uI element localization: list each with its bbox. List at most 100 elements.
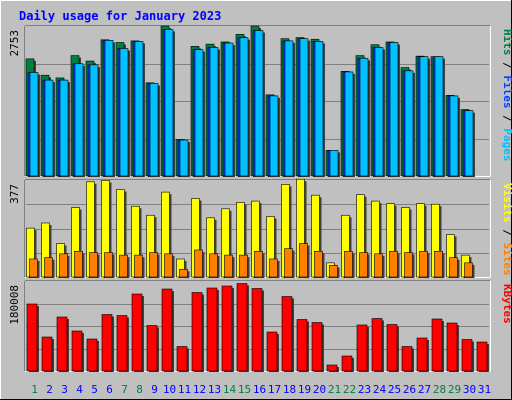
bar-sites-day-10 <box>164 253 173 278</box>
bar-sites-day-27 <box>419 250 428 278</box>
bar-sites-day-14 <box>224 254 233 278</box>
bar-kbytes-day-22 <box>341 355 353 372</box>
visitors-legend-separator: / <box>501 223 512 243</box>
legend-visits: Visits <box>501 183 512 223</box>
bar-sites-day-6 <box>104 252 113 278</box>
bar-kbytes-day-31 <box>476 341 488 372</box>
bar-sites-day-8 <box>134 254 143 278</box>
bar-sites-day-12 <box>194 249 203 278</box>
bar-pages-day-4 <box>74 63 84 177</box>
bar-kbytes-day-6 <box>101 314 113 372</box>
bar-sites-day-9 <box>149 252 158 278</box>
bar-sites-day-1 <box>29 258 38 278</box>
bar-pages-day-18 <box>284 40 294 177</box>
bar-kbytes-day-29 <box>446 322 458 372</box>
bar-kbytes-day-27 <box>416 337 428 372</box>
bar-kbytes-day-5 <box>86 338 98 372</box>
legend-kbytes: KBytes <box>501 284 512 324</box>
bar-sites-day-21 <box>329 265 338 278</box>
visitors-legend: Visits / Sites <box>501 183 512 276</box>
bar-pages-day-17 <box>269 95 279 177</box>
bar-sites-day-30 <box>464 262 473 278</box>
legend-sites: Sites <box>501 243 512 276</box>
bar-pages-day-16 <box>254 30 264 177</box>
bar-sites-day-5 <box>89 252 98 278</box>
volume-scale-label: 180008 <box>8 285 21 325</box>
bar-sites-day-23 <box>359 252 368 278</box>
bar-pages-day-2 <box>44 79 54 177</box>
chart-panels: 2753 Hits / Files / Pages 377 Visits / Site… <box>8 25 512 372</box>
day-label-29: 29 <box>448 383 461 396</box>
bar-kbytes-day-15 <box>236 283 248 372</box>
day-label-20: 20 <box>313 383 326 396</box>
bar-sites-day-17 <box>269 258 278 278</box>
bar-pages-day-20 <box>314 41 324 177</box>
bar-pages-day-29 <box>449 95 459 177</box>
bar-kbytes-day-28 <box>431 318 443 372</box>
bar-sites-day-2 <box>44 257 53 278</box>
day-label-1: 1 <box>31 383 38 396</box>
bar-pages-day-27 <box>419 56 429 177</box>
bar-pages-day-7 <box>119 48 129 177</box>
day-label-31: 31 <box>478 383 491 396</box>
bar-sites-day-4 <box>74 250 83 278</box>
day-label-12: 12 <box>193 383 206 396</box>
bar-pages-day-1 <box>29 72 39 177</box>
legend-files: Files <box>501 75 512 108</box>
bar-sites-day-13 <box>209 253 218 278</box>
day-label-6: 6 <box>106 383 113 396</box>
requests-legend: Hits / Files / Pages <box>501 29 512 162</box>
bar-kbytes-day-14 <box>221 285 233 372</box>
bar-pages-day-8 <box>134 41 144 177</box>
bar-kbytes-day-24 <box>371 318 383 372</box>
day-label-14: 14 <box>223 383 237 396</box>
requests-legend-separator: / <box>501 109 512 129</box>
bar-sites-day-24 <box>374 253 383 278</box>
bar-sites-day-20 <box>314 250 323 278</box>
bar-kbytes-day-30 <box>461 339 473 372</box>
bar-pages-day-3 <box>59 79 69 177</box>
bar-sites-day-22 <box>344 250 353 278</box>
day-label-13: 13 <box>208 383 221 396</box>
bar-pages-day-14 <box>224 42 234 177</box>
day-label-18: 18 <box>283 383 296 396</box>
bar-sites-day-19 <box>299 243 308 278</box>
day-label-30: 30 <box>463 383 476 396</box>
legend-hits: Hits <box>501 29 512 56</box>
bar-kbytes-day-23 <box>356 324 368 372</box>
bar-kbytes-day-9 <box>146 325 158 372</box>
volume-panel: 180008 KBytes <box>8 280 512 372</box>
bar-pages-day-11 <box>179 139 189 177</box>
bar-sites-day-16 <box>254 250 263 278</box>
bar-kbytes-day-10 <box>161 288 173 372</box>
bar-kbytes-day-1 <box>26 303 38 372</box>
day-label-5: 5 <box>91 383 98 396</box>
bar-pages-day-10 <box>164 29 174 177</box>
bar-kbytes-day-21 <box>326 364 338 372</box>
day-label-9: 9 <box>151 383 158 396</box>
day-label-26: 26 <box>403 383 416 396</box>
legend-pages: Pages <box>501 128 512 161</box>
bar-kbytes-day-7 <box>116 315 128 372</box>
bar-kbytes-day-16 <box>251 288 263 372</box>
bar-kbytes-day-2 <box>41 336 53 372</box>
bar-pages-day-21 <box>329 150 339 177</box>
bar-pages-day-15 <box>239 37 249 177</box>
x-axis-day-labels: 1 2 3 4 5 6 7 8 9 10 11 12 13 14 15 16 17 18 19 20 21 22 23 24 2… <box>31 383 491 396</box>
day-label-8: 8 <box>136 383 143 396</box>
day-label-4: 4 <box>76 383 83 396</box>
day-label-17: 17 <box>268 383 281 396</box>
visitors-scale-label: 377 <box>8 184 21 204</box>
requests-panel: 2753 Hits / Files / Pages <box>8 25 512 178</box>
day-label-24: 24 <box>373 383 387 396</box>
bar-pages-day-9 <box>149 83 159 177</box>
bar-sites-day-7 <box>119 254 128 278</box>
bar-pages-day-12 <box>194 49 204 177</box>
requests-legend-separator: / <box>501 56 512 76</box>
visitors-panel: 377 Visits / Sites <box>8 178 512 278</box>
day-label-21: 21 <box>328 383 341 396</box>
bar-pages-day-28 <box>434 56 444 177</box>
bar-kbytes-day-25 <box>386 324 398 372</box>
bar-kbytes-day-19 <box>296 319 308 372</box>
